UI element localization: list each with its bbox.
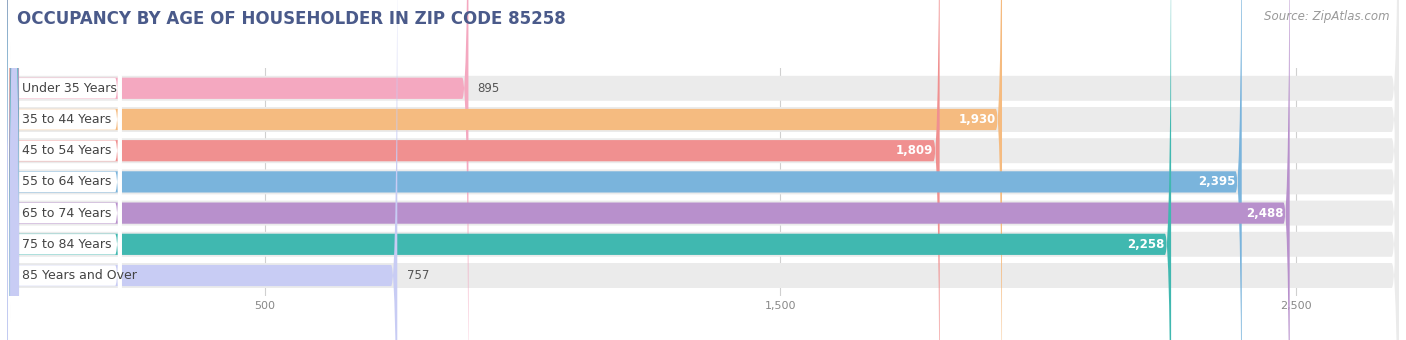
Circle shape [10, 0, 18, 338]
Text: 1,809: 1,809 [896, 144, 934, 157]
Text: 2,258: 2,258 [1128, 238, 1166, 251]
Text: 65 to 74 Years: 65 to 74 Years [22, 207, 112, 220]
FancyBboxPatch shape [7, 0, 1399, 340]
FancyBboxPatch shape [7, 0, 468, 340]
FancyBboxPatch shape [7, 0, 1002, 340]
FancyBboxPatch shape [8, 0, 121, 340]
FancyBboxPatch shape [7, 0, 1399, 340]
FancyBboxPatch shape [8, 0, 121, 340]
Circle shape [10, 0, 18, 340]
FancyBboxPatch shape [7, 0, 1241, 340]
Text: 35 to 44 Years: 35 to 44 Years [22, 113, 111, 126]
Circle shape [10, 0, 18, 340]
FancyBboxPatch shape [7, 0, 1399, 340]
FancyBboxPatch shape [8, 0, 121, 340]
Text: 2,488: 2,488 [1246, 207, 1284, 220]
FancyBboxPatch shape [7, 0, 1171, 340]
Circle shape [10, 0, 18, 340]
Text: Source: ZipAtlas.com: Source: ZipAtlas.com [1264, 10, 1389, 23]
Circle shape [10, 26, 18, 340]
FancyBboxPatch shape [7, 0, 398, 340]
FancyBboxPatch shape [7, 0, 1399, 340]
Text: 1,930: 1,930 [959, 113, 995, 126]
FancyBboxPatch shape [7, 0, 1399, 340]
Text: 2,395: 2,395 [1198, 175, 1236, 188]
FancyBboxPatch shape [8, 0, 121, 340]
FancyBboxPatch shape [7, 0, 939, 340]
Text: OCCUPANCY BY AGE OF HOUSEHOLDER IN ZIP CODE 85258: OCCUPANCY BY AGE OF HOUSEHOLDER IN ZIP C… [17, 10, 565, 28]
Text: 85 Years and Over: 85 Years and Over [22, 269, 138, 282]
Text: 75 to 84 Years: 75 to 84 Years [22, 238, 112, 251]
FancyBboxPatch shape [7, 0, 1399, 340]
FancyBboxPatch shape [7, 0, 1289, 340]
Text: Under 35 Years: Under 35 Years [22, 82, 117, 95]
FancyBboxPatch shape [8, 0, 121, 340]
Circle shape [10, 0, 18, 340]
Circle shape [10, 0, 18, 340]
FancyBboxPatch shape [8, 0, 121, 340]
Text: 757: 757 [406, 269, 429, 282]
FancyBboxPatch shape [8, 0, 121, 340]
Text: 45 to 54 Years: 45 to 54 Years [22, 144, 112, 157]
Text: 895: 895 [478, 82, 501, 95]
FancyBboxPatch shape [7, 0, 1399, 340]
Text: 55 to 64 Years: 55 to 64 Years [22, 175, 112, 188]
